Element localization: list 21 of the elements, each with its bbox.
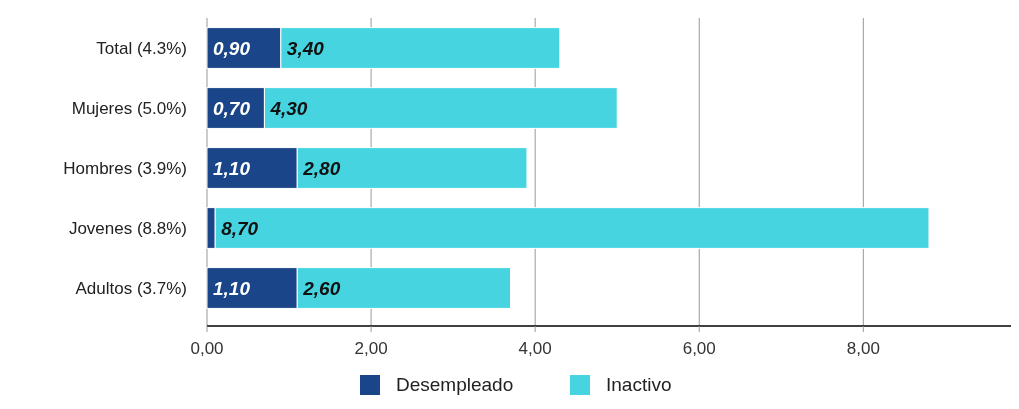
data-label: 0,90 [213,37,251,59]
x-tick-label: 8,00 [846,339,880,358]
y-tick-label: Jovenes (8.8%) [68,218,187,238]
data-label: 0,70 [213,97,251,119]
y-tick-label: Hombres (3.9%) [63,158,187,178]
data-label: 8,70 [221,217,259,239]
legend-label: Desempleado [396,374,514,395]
y-tick-label: Total (4.3%) [96,38,187,58]
data-label: 1,10 [213,277,251,299]
legend-label: Inactivo [606,374,672,395]
data-label: 2,60 [302,277,341,299]
data-label: 1,10 [213,157,251,179]
x-tick-label: 6,00 [682,339,716,358]
y-tick-label: Adultos (3.7%) [75,278,187,298]
x-tick-label: 4,00 [518,339,552,358]
x-tick-label: 2,00 [354,339,388,358]
y-tick-label: Mujeres (5.0%) [71,98,187,118]
data-label: 4,30 [269,97,308,119]
x-tick-label: 0,00 [190,339,224,358]
data-label: 2,80 [302,157,341,179]
data-label: 3,40 [286,37,325,59]
